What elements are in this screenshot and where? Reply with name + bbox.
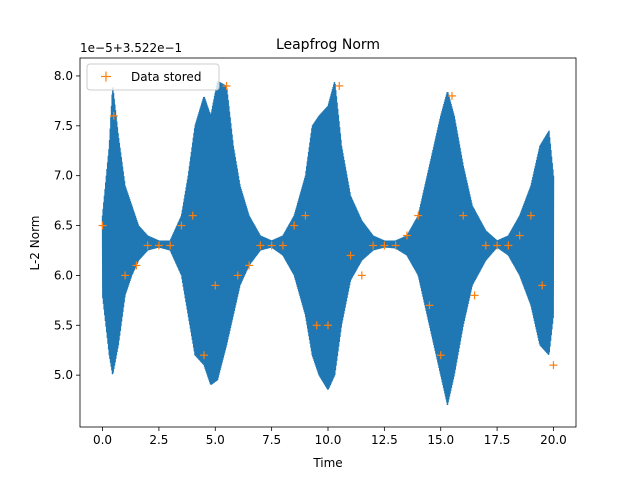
- data-point-marker: [414, 211, 423, 220]
- data-point-marker: [109, 111, 118, 120]
- data-point-marker: [245, 261, 254, 270]
- x-tick-label: 17.5: [484, 433, 511, 447]
- x-tick-label: 7.5: [262, 433, 281, 447]
- data-point-marker: [346, 251, 355, 260]
- data-point-marker: [290, 221, 299, 230]
- data-point-marker: [233, 271, 242, 280]
- y-axis: 5.0 5.5 6.0 6.5 7.0 7.5 8.0: [54, 69, 80, 382]
- data-point-marker: [256, 241, 265, 250]
- y-tick-label: 5.5: [54, 318, 73, 332]
- data-point-marker: [425, 301, 434, 310]
- x-axis-label: Time: [312, 456, 342, 470]
- data-point-marker: [278, 241, 287, 250]
- data-point-marker: [448, 91, 456, 100]
- data-point-marker: [132, 261, 141, 270]
- data-point-marker: [549, 361, 558, 370]
- y-tick-label: 7.0: [54, 169, 73, 183]
- data-point-marker: [515, 231, 524, 240]
- y-axis-label: L-2 Norm: [28, 216, 42, 271]
- data-point-marker: [470, 291, 479, 300]
- data-point-marker: [391, 241, 400, 250]
- legend-marker: [101, 71, 111, 82]
- data-point-marker: [200, 351, 208, 360]
- y-axis-offset-text: 1e−5+3.522e−1: [80, 41, 182, 55]
- y-tick-label: 8.0: [54, 69, 73, 83]
- plot-area: [98, 81, 558, 406]
- x-tick-label: 0.0: [93, 433, 112, 447]
- data-point-marker: [504, 241, 513, 250]
- legend-frame: [86, 63, 220, 91]
- data-point-marker: [177, 221, 186, 230]
- data-point-marker: [188, 211, 197, 220]
- chart-title: Leapfrog Norm: [276, 37, 380, 53]
- data-point-marker: [267, 241, 276, 250]
- x-tick-label: 20.0: [540, 433, 567, 447]
- data-point-marker: [526, 211, 535, 220]
- y-tick-label: 7.5: [54, 119, 73, 133]
- data-point-marker: [143, 241, 152, 250]
- data-point-marker: [121, 271, 130, 280]
- x-tick-label: 12.5: [371, 433, 398, 447]
- legend-label-data-stored: Data stored: [131, 70, 201, 84]
- data-point-marker: [98, 221, 107, 230]
- data-point-marker: [402, 231, 411, 240]
- data-point-marker: [301, 211, 310, 220]
- data-point-marker: [335, 81, 344, 90]
- data-point-marker: [493, 241, 502, 250]
- x-tick-label: 5.0: [206, 433, 225, 447]
- data-point-marker: [481, 241, 490, 250]
- x-tick-label: 10.0: [315, 433, 342, 447]
- data-point-marker: [538, 281, 547, 290]
- data-point-marker: [166, 241, 175, 250]
- legend: Data stored: [86, 63, 220, 91]
- data-point-marker: [154, 241, 163, 250]
- y-tick-label: 6.5: [54, 219, 73, 233]
- y-tick-label: 5.0: [54, 368, 73, 382]
- data-point-marker: [459, 211, 468, 220]
- data-point-marker: [222, 81, 231, 90]
- x-tick-label: 2.5: [149, 433, 168, 447]
- data-point-marker: [436, 351, 445, 360]
- data-point-marker: [312, 321, 321, 330]
- data-point-marker: [357, 271, 366, 280]
- data-point-marker: [211, 281, 220, 290]
- data-point-marker: [324, 321, 332, 330]
- data-point-marker: [380, 241, 389, 250]
- data-point-marker: [369, 241, 378, 250]
- x-axis: 0.0 2.5 5.0 7.5 10.0 12.5 15.0 17.5 20.0: [93, 427, 567, 447]
- series-line-norm: [101, 81, 555, 406]
- y-tick-label: 6.0: [54, 268, 73, 282]
- x-tick-label: 15.0: [427, 433, 454, 447]
